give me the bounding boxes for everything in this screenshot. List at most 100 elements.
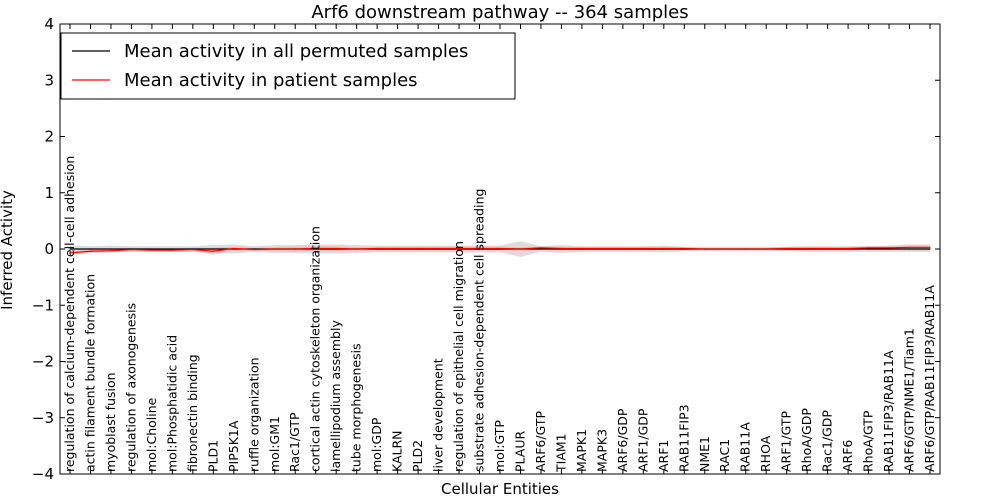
point-series-1-16	[397, 247, 399, 250]
point-series-1-0	[69, 252, 71, 254]
category-label: cortical actin cytoskeleton organization	[308, 226, 323, 472]
point-series-1-35	[786, 247, 788, 250]
point-series-1-34	[765, 248, 767, 250]
point-series-1-40	[888, 247, 890, 249]
point-series-1-21	[499, 247, 501, 250]
category-label: PLD2	[410, 440, 425, 472]
point-series-0-42	[929, 248, 931, 250]
y-tick-label: 4	[44, 15, 54, 33]
point-series-0-41	[908, 248, 911, 250]
point-series-1-12	[315, 247, 317, 250]
point-series-1-19	[458, 247, 460, 250]
category-label: actin filament bundle formation	[82, 274, 97, 472]
point-series-0-1	[89, 248, 92, 250]
category-label: Rac1/GTP	[287, 412, 302, 472]
point-series-1-8	[233, 247, 235, 250]
y-tick-label: −1	[32, 296, 54, 314]
point-series-1-9	[253, 248, 255, 251]
point-series-1-5	[171, 249, 173, 251]
y-tick-label: 2	[44, 128, 54, 146]
point-series-1-23	[540, 247, 542, 249]
y-tick-label: 1	[44, 184, 54, 202]
point-series-1-31	[704, 248, 706, 250]
category-label: RHOA	[758, 435, 773, 472]
category-label: ARF6/GTP/NME1/Tiam1	[902, 328, 917, 472]
point-series-1-13	[335, 247, 337, 250]
point-series-1-42	[929, 246, 931, 248]
category-label: ruffle organization	[246, 357, 261, 472]
category-label: substrate adhesion-dependent cell spread…	[472, 189, 487, 472]
category-label: RAB11FIP3/RAB11A	[881, 350, 896, 472]
category-label: MAPK3	[594, 429, 609, 472]
category-label: RAB11A	[738, 422, 753, 472]
point-series-1-6	[192, 248, 194, 251]
point-series-1-27	[622, 247, 624, 250]
point-series-1-24	[560, 247, 563, 250]
point-series-0-2	[110, 248, 112, 250]
category-label: PLAUR	[512, 431, 527, 472]
point-series-1-11	[294, 248, 296, 250]
category-label: ARF1	[656, 440, 671, 472]
category-label: myoblast fusion	[103, 372, 118, 472]
category-label: mol:GTP	[492, 420, 507, 472]
point-series-1-25	[581, 247, 583, 250]
x-axis-ticks	[69, 24, 931, 474]
category-label: TIAM1	[553, 433, 568, 473]
y-tick-label: −4	[32, 465, 54, 483]
category-label: regulation of epithelial cell migration	[451, 241, 466, 472]
point-series-1-26	[601, 247, 603, 250]
category-label: lamellipodium assembly	[328, 320, 343, 472]
chart-title: Arf6 downstream pathway -- 364 samples	[311, 2, 688, 23]
category-label: PIP5K1A	[226, 420, 241, 472]
category-label: ARF6	[840, 440, 855, 472]
legend: Mean activity in all permuted samples Me…	[60, 32, 516, 100]
category-label: mol:Choline	[144, 397, 159, 472]
category-label: RAC1	[717, 439, 732, 472]
x-axis-label: Cellular Entities	[441, 480, 559, 498]
category-label: mol:GM1	[267, 416, 282, 472]
point-series-1-15	[376, 247, 378, 250]
point-series-1-17	[417, 247, 419, 250]
point-series-0-23	[540, 248, 542, 250]
point-series-1-32	[724, 248, 726, 250]
point-series-1-18	[437, 247, 440, 250]
point-series-0-39	[867, 248, 870, 250]
category-label: regulation of axonogenesis	[123, 303, 138, 472]
point-series-1-22	[519, 248, 522, 250]
legend-label-patient: Mean activity in patient samples	[124, 70, 418, 91]
point-series-1-28	[642, 247, 644, 250]
point-series-1-2	[110, 250, 112, 252]
point-series-1-20	[478, 247, 481, 250]
point-series-1-29	[663, 247, 665, 250]
series-lines	[69, 246, 931, 254]
category-label: KALRN	[390, 430, 405, 472]
category-label: MAPK1	[574, 429, 589, 472]
point-series-0-4	[151, 248, 153, 250]
legend-label-permuted: Mean activity in all permuted samples	[124, 41, 468, 62]
point-series-1-3	[130, 248, 133, 251]
category-label: fibronectin binding	[185, 354, 200, 472]
category-label: mol:GDP	[369, 417, 384, 472]
category-label: regulation of calcium-dependent cell-cel…	[62, 156, 77, 472]
category-label: ARF6/GTP	[533, 411, 548, 472]
category-label: tube morphogenesis	[349, 343, 364, 472]
y-tick-label: 0	[44, 240, 54, 258]
point-series-1-1	[89, 250, 92, 252]
category-labels: regulation of calcium-dependent cell-cel…	[62, 156, 937, 473]
point-series-1-30	[683, 247, 685, 250]
point-series-1-4	[151, 249, 153, 251]
y-axis-label: Inferred Activity	[0, 190, 16, 310]
point-series-0-0	[69, 248, 71, 250]
point-series-1-41	[908, 246, 911, 248]
point-series-0-40	[888, 248, 890, 250]
category-label: Rac1/GDP	[820, 410, 835, 472]
y-tick-label: −2	[32, 353, 54, 371]
point-series-1-7	[212, 250, 214, 252]
point-series-1-36	[806, 247, 808, 250]
point-series-1-37	[827, 247, 829, 250]
point-series-1-14	[356, 248, 358, 250]
point-series-0-5	[171, 248, 173, 250]
category-label: ARF6/GDP	[615, 408, 630, 472]
point-series-1-38	[847, 247, 849, 250]
